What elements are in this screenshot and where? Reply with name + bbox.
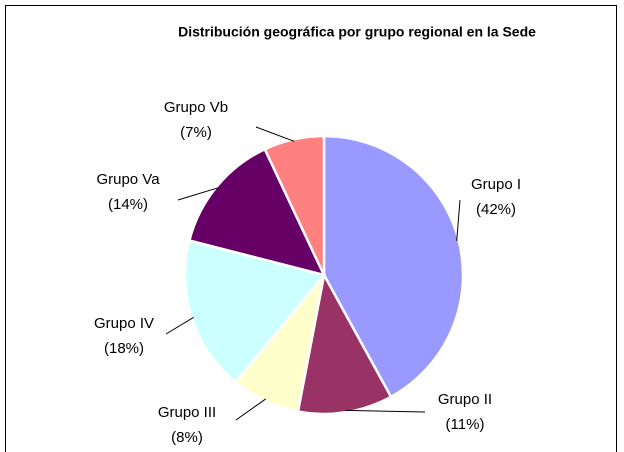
slice-label: Grupo IV xyxy=(94,315,154,332)
leader-line xyxy=(345,409,426,413)
slice-value-label: (7%) xyxy=(180,124,212,141)
slice-value-label: (11%) xyxy=(446,416,485,433)
leader-line xyxy=(177,187,219,201)
slice-label: Grupo Va xyxy=(96,171,160,188)
pie-slice xyxy=(187,147,327,277)
slice-label: Grupo III xyxy=(158,404,216,421)
leader-line xyxy=(456,199,461,241)
leader-line xyxy=(255,126,295,142)
slice-label: Grupo I xyxy=(471,176,521,193)
slice-value-label: (14%) xyxy=(108,196,148,213)
leader-line xyxy=(235,398,266,421)
slice-label: Grupo Vb xyxy=(164,99,228,116)
slice-value-label: (8%) xyxy=(171,429,203,446)
pie-slice xyxy=(263,134,326,276)
chart-frame xyxy=(5,5,617,452)
chart-title: Distribución geográfica por grupo region… xyxy=(178,24,536,40)
pie-slice xyxy=(322,134,465,399)
pie-slice xyxy=(296,271,393,416)
slice-value-label: (18%) xyxy=(104,340,144,357)
leader-line xyxy=(165,316,194,335)
slice-label: Grupo II xyxy=(438,391,492,408)
slice-value-label: (42%) xyxy=(476,201,516,218)
